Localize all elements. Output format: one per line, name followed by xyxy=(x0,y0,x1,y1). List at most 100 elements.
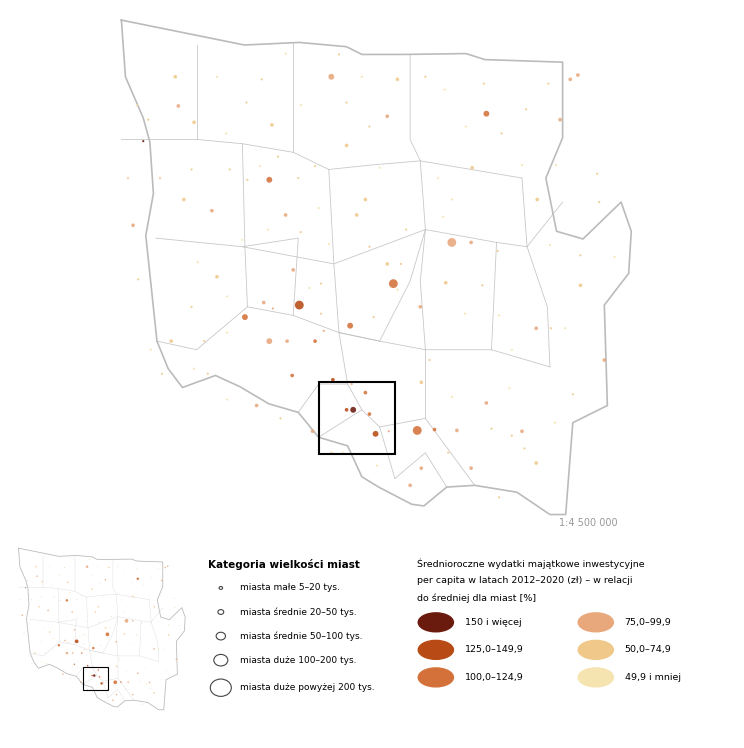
Point xyxy=(325,447,337,459)
Point xyxy=(381,258,393,270)
Point xyxy=(42,604,54,616)
Point xyxy=(391,283,403,295)
Point xyxy=(414,301,426,313)
Point xyxy=(442,447,454,459)
Point xyxy=(420,71,432,83)
Point xyxy=(327,374,339,386)
Point xyxy=(103,562,115,574)
Point xyxy=(251,399,263,411)
Point xyxy=(287,264,299,276)
Point xyxy=(71,611,83,623)
Point xyxy=(92,561,103,573)
Text: 75,0–99,9: 75,0–99,9 xyxy=(625,618,671,627)
Point xyxy=(148,687,160,699)
Point xyxy=(31,561,42,573)
Point xyxy=(145,571,157,583)
Point xyxy=(459,307,471,319)
Point xyxy=(481,108,493,120)
Point xyxy=(381,110,393,122)
Point xyxy=(41,657,53,669)
Text: miasta duże powyżej 200 tys.: miasta duże powyżej 200 tys. xyxy=(240,683,374,692)
Point xyxy=(88,661,100,673)
Point xyxy=(572,69,584,81)
Point xyxy=(368,311,379,323)
Point xyxy=(44,561,56,573)
Point xyxy=(54,569,65,581)
Text: Średnioroczne wydatki majątkowe inwestycyjne: Średnioroczne wydatki majątkowe inwestyc… xyxy=(417,559,644,569)
Point xyxy=(486,423,498,435)
Point xyxy=(221,393,233,405)
Point xyxy=(76,647,88,659)
Point xyxy=(54,595,65,607)
Point xyxy=(68,624,80,636)
Point xyxy=(373,162,385,174)
Text: 150 i więcej: 150 i więcej xyxy=(464,618,522,627)
Point xyxy=(127,615,139,627)
Point xyxy=(81,684,93,696)
Point xyxy=(519,443,530,455)
Point xyxy=(137,579,149,591)
Point xyxy=(178,194,190,206)
Point xyxy=(76,590,88,602)
Text: Kategoria wielkości miast: Kategoria wielkości miast xyxy=(208,559,360,570)
Point xyxy=(325,71,337,83)
Point xyxy=(118,628,130,640)
Point xyxy=(493,310,505,322)
Point xyxy=(315,278,327,289)
Point xyxy=(391,73,403,85)
Point xyxy=(493,491,505,503)
Point xyxy=(506,344,518,356)
Point xyxy=(221,327,233,339)
Point xyxy=(119,684,131,696)
Point xyxy=(347,404,359,416)
Point xyxy=(59,634,71,646)
Point xyxy=(389,447,401,459)
Point xyxy=(466,162,478,174)
Point xyxy=(266,119,278,131)
Point xyxy=(36,636,48,648)
Point xyxy=(185,301,197,313)
Point xyxy=(440,277,452,289)
Point xyxy=(75,677,87,689)
Point xyxy=(254,160,266,172)
Point xyxy=(135,618,147,630)
Point xyxy=(89,606,101,618)
Point xyxy=(131,563,143,575)
Point xyxy=(58,590,70,602)
Point xyxy=(359,387,371,399)
Point xyxy=(593,196,605,208)
Point xyxy=(81,561,93,573)
Point xyxy=(192,256,204,268)
Point xyxy=(263,335,275,347)
Point xyxy=(460,120,472,132)
Point xyxy=(66,606,78,618)
Point xyxy=(242,174,254,186)
Point xyxy=(364,120,376,132)
Point xyxy=(102,684,114,696)
Point xyxy=(262,224,274,236)
Point xyxy=(173,100,185,112)
Point xyxy=(102,666,114,678)
Point xyxy=(122,172,134,184)
Point xyxy=(395,258,407,270)
Point xyxy=(116,594,128,606)
Point xyxy=(415,376,427,388)
Point xyxy=(598,354,610,366)
Point xyxy=(188,363,200,375)
Point xyxy=(564,73,576,85)
Point xyxy=(100,622,112,634)
Point xyxy=(52,614,64,626)
Point xyxy=(132,573,144,585)
Point xyxy=(144,677,155,689)
Point xyxy=(292,172,304,184)
Point xyxy=(239,311,251,323)
Point xyxy=(29,647,41,659)
Point xyxy=(153,643,165,655)
Point xyxy=(356,71,368,83)
Point xyxy=(82,660,94,672)
Point xyxy=(280,209,292,221)
Text: miasta średnie 50–100 tys.: miasta średnie 50–100 tys. xyxy=(240,631,362,641)
Point xyxy=(185,164,197,176)
Point xyxy=(446,236,458,248)
Point xyxy=(544,239,556,251)
